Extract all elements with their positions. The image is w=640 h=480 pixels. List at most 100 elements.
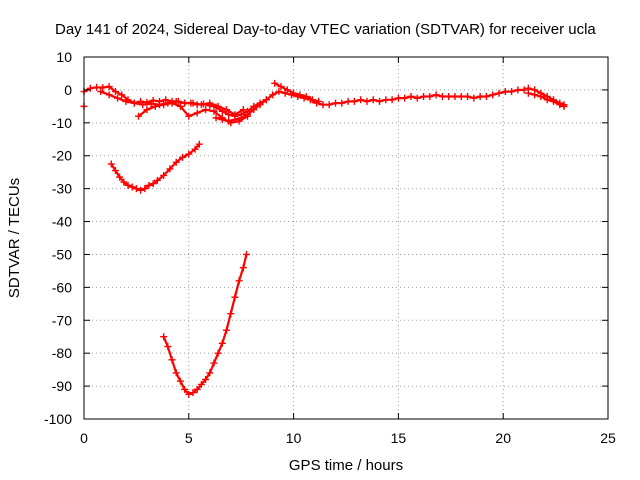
y-tick-label: -60 xyxy=(52,279,72,295)
data-point xyxy=(543,96,551,104)
data-point xyxy=(145,181,153,189)
data-point xyxy=(185,150,193,158)
data-point xyxy=(275,88,283,96)
data-point xyxy=(137,186,145,194)
data-point xyxy=(325,101,333,109)
data-point xyxy=(107,160,115,168)
x-tick-label: 25 xyxy=(600,430,616,446)
data-point xyxy=(231,293,239,301)
data-point xyxy=(332,99,340,107)
data-point xyxy=(160,171,168,179)
data-point xyxy=(176,377,184,385)
data-point xyxy=(105,91,113,99)
series-arc-4 xyxy=(212,86,528,125)
data-point xyxy=(99,84,107,92)
data-point xyxy=(302,92,310,100)
data-point xyxy=(457,92,465,100)
data-point xyxy=(420,92,428,100)
data-point xyxy=(243,111,251,119)
data-point xyxy=(118,91,126,99)
data-point xyxy=(225,111,233,119)
y-tick-label: -20 xyxy=(52,148,72,164)
data-point xyxy=(239,264,247,272)
data-point xyxy=(357,96,365,104)
data-point xyxy=(271,79,279,87)
data-point xyxy=(495,89,503,97)
data-point xyxy=(482,92,490,100)
data-point xyxy=(105,83,113,91)
data-point xyxy=(451,92,459,100)
series-arc-8 xyxy=(107,140,203,194)
series-arc-7 xyxy=(524,89,568,110)
data-point xyxy=(231,116,239,124)
data-point xyxy=(476,92,484,100)
data-point xyxy=(218,339,226,347)
data-point xyxy=(319,101,327,109)
y-tick-label: -90 xyxy=(52,378,72,394)
data-point xyxy=(508,88,516,96)
series-arc-9 xyxy=(160,250,250,398)
y-tick-label: -70 xyxy=(52,312,72,328)
data-point xyxy=(214,102,222,110)
data-point xyxy=(193,385,201,393)
data-point xyxy=(239,106,247,114)
data-point xyxy=(550,97,558,105)
data-point xyxy=(124,181,132,189)
x-axis-label: GPS time / hours xyxy=(289,457,403,474)
x-tick-label: 5 xyxy=(185,430,193,446)
data-point xyxy=(122,97,130,105)
data-point xyxy=(130,99,138,107)
data-point xyxy=(202,376,210,384)
data-point xyxy=(218,116,226,124)
x-tick-label: 10 xyxy=(286,430,302,446)
data-point xyxy=(388,96,396,104)
data-point xyxy=(189,389,197,397)
data-point xyxy=(164,343,172,351)
data-point xyxy=(166,165,174,173)
data-point xyxy=(520,86,528,94)
data-point xyxy=(176,102,184,110)
data-point xyxy=(97,88,105,96)
data-point xyxy=(382,96,390,104)
y-tick-label: 0 xyxy=(64,82,72,98)
data-point xyxy=(256,101,264,109)
data-point xyxy=(432,91,440,99)
data-point xyxy=(120,178,128,186)
data-point xyxy=(223,326,231,334)
data-point xyxy=(191,145,199,153)
data-point xyxy=(560,102,568,110)
data-point xyxy=(556,101,564,109)
data-point xyxy=(185,112,193,120)
data-point xyxy=(531,91,539,99)
data-point xyxy=(269,91,277,99)
data-point xyxy=(132,185,140,193)
data-point xyxy=(143,106,151,114)
data-point xyxy=(93,83,101,91)
data-point xyxy=(185,390,193,398)
data-point xyxy=(225,117,233,125)
y-tick-label: -30 xyxy=(52,181,72,197)
series-line xyxy=(214,88,526,123)
data-point xyxy=(524,89,532,97)
data-point xyxy=(470,94,478,102)
data-point xyxy=(189,99,197,107)
data-point xyxy=(401,94,409,102)
data-point xyxy=(369,96,377,104)
data-point xyxy=(114,94,122,102)
data-point xyxy=(235,277,243,285)
data-point xyxy=(149,180,157,188)
data-point xyxy=(290,89,298,97)
x-tick-label: 0 xyxy=(80,430,88,446)
data-point xyxy=(128,183,136,191)
data-point xyxy=(111,167,119,175)
data-point xyxy=(438,92,446,100)
data-point xyxy=(172,369,180,377)
data-point xyxy=(376,97,384,105)
data-point xyxy=(223,106,231,114)
data-point xyxy=(537,92,545,100)
data-point xyxy=(193,109,201,117)
chart-title: Day 141 of 2024, Sidereal Day-to-day VTE… xyxy=(55,21,596,38)
data-point xyxy=(315,97,323,105)
data-point xyxy=(147,100,155,108)
